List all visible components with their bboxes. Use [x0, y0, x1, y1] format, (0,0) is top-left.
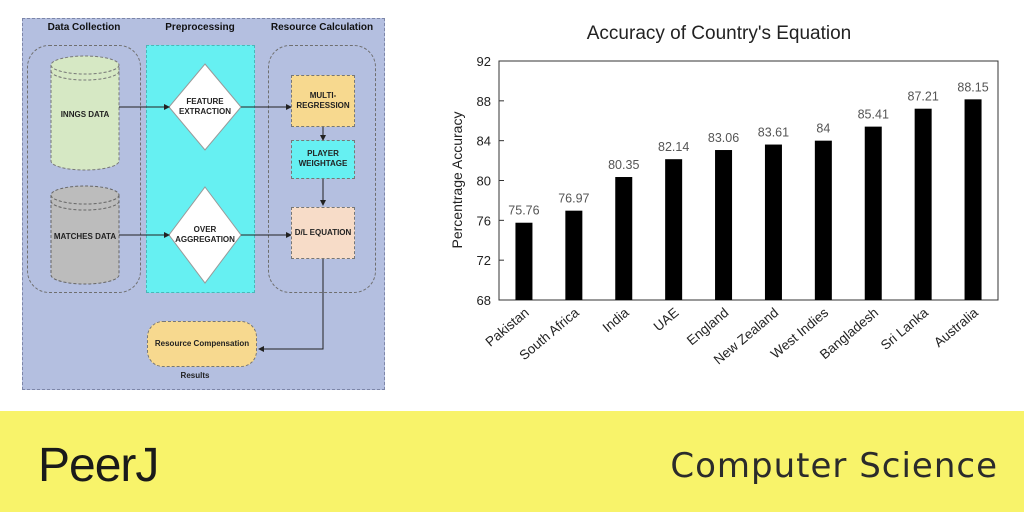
player-weightage-line-2: WEIGHTAGE: [298, 159, 348, 168]
value-label: 76.97: [558, 192, 589, 206]
over-aggregation-line-2: AGGREGATION: [175, 235, 235, 244]
multi-regression-box: [291, 75, 355, 127]
y-tick-label: 92: [477, 54, 491, 69]
y-tick-label: 80: [477, 174, 491, 189]
y-tick-label: 76: [477, 213, 491, 228]
x-tick-label: Sri Lanka: [878, 305, 932, 353]
bar: [764, 144, 782, 300]
resource-compensation-box: [147, 321, 257, 367]
multi-regression-line-2: REGRESSION: [296, 101, 350, 110]
bar: [715, 150, 733, 300]
over-aggregation-line-1: OVER: [193, 225, 217, 234]
over-aggregation-diamond: [168, 186, 242, 284]
value-label: 88.15: [957, 80, 988, 94]
innings-data-cylinder: [50, 55, 120, 171]
x-tick-label: UAE: [651, 305, 682, 334]
y-tick-label: 72: [477, 253, 491, 268]
multi-regression-line-1: MULTI-: [309, 91, 337, 100]
bar: [964, 99, 982, 300]
bar: [515, 222, 533, 300]
bar: [864, 126, 882, 300]
over-aggregation-label: OVER AGGREGATION: [175, 225, 235, 245]
diagram-connectors: [50, 55, 326, 352]
player-weightage-label: PLAYER WEIGHTAGE: [299, 149, 348, 169]
data-collection-panel: [27, 45, 141, 293]
value-label: 82.14: [658, 140, 689, 154]
bar: [914, 108, 932, 301]
player-weightage-box: [291, 140, 355, 179]
flow-diagram: Data Collection Preprocessing Resource C…: [22, 18, 385, 390]
value-label: 84: [816, 122, 830, 136]
value-labels: 75.76 76.97 80.35 82.14 83.06 83.61 84 85.41 87.…: [508, 80, 988, 217]
stage-title-data-collection: Data Collection: [47, 22, 121, 33]
feature-extraction-line-1: FEATURE: [186, 97, 224, 106]
bars: [515, 99, 982, 301]
feature-extraction-diamond: [168, 63, 242, 151]
value-label: 75.76: [508, 204, 539, 218]
value-label: 87.21: [908, 90, 939, 104]
feature-extraction-line-2: EXTRACTION: [179, 107, 231, 116]
x-tick-label: India: [600, 304, 632, 335]
results-label: Results: [180, 371, 210, 380]
dl-equation-label: D/L EQUATION: [294, 228, 352, 237]
accuracy-bar-chart: Accuracy of Country's Equation Percentra…: [449, 23, 999, 367]
value-label: 83.61: [758, 126, 789, 140]
value-label: 83.06: [708, 131, 739, 145]
x-tick-label: Australia: [931, 304, 981, 350]
footer-banner: [0, 411, 1024, 512]
y-ticks: 68 72 76 80 84 88 92: [477, 54, 504, 308]
stage-title-preprocessing: Preprocessing: [165, 22, 235, 33]
feature-extraction-label: FEATURE EXTRACTION: [179, 97, 231, 117]
value-label: 85.41: [858, 108, 889, 122]
matches-data-label: MATCHES DATA: [53, 232, 117, 241]
dl-equation-box: [291, 207, 355, 259]
peerj-logo: PeerJ: [38, 439, 159, 492]
y-tick-label: 84: [477, 134, 491, 149]
bar: [565, 210, 583, 300]
chart-title: Accuracy of Country's Equation: [587, 23, 851, 44]
innings-data-label: INNGS DATA: [60, 110, 110, 119]
x-tick-label: England: [684, 305, 732, 348]
matches-data-cylinder: [50, 185, 120, 285]
y-axis-label: Percentrage Accuracy: [449, 112, 465, 249]
multi-regression-label: MULTI- REGRESSION: [296, 91, 349, 111]
bar: [615, 177, 633, 300]
resource-compensation-label: Resource Compensation: [154, 339, 250, 348]
y-tick-label: 68: [477, 293, 491, 308]
journal-name: Computer Science: [670, 446, 998, 486]
bar: [814, 140, 832, 300]
player-weightage-line-1: PLAYER: [307, 149, 339, 158]
bar: [665, 159, 683, 300]
stage-title-resource-calculation: Resource Calculation: [270, 22, 374, 33]
value-label: 80.35: [608, 158, 639, 172]
x-tick-label: Pakistan: [483, 305, 532, 350]
y-tick-label: 88: [477, 94, 491, 109]
resource-calculation-panel: [268, 45, 376, 293]
